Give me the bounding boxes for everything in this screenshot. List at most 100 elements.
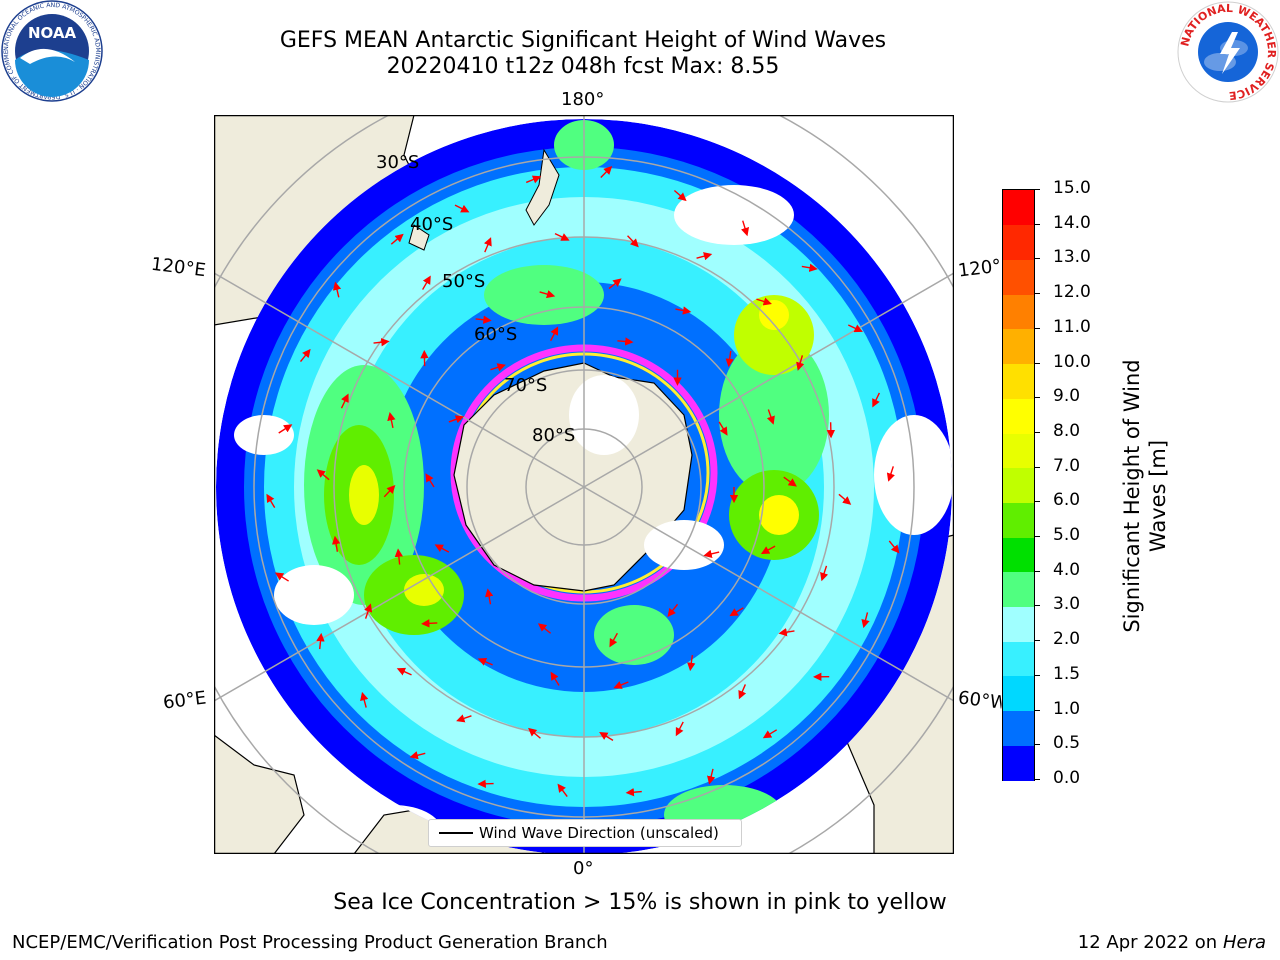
colorbar-tick-mark: [1034, 605, 1040, 607]
wave-direction-arrow: [703, 549, 720, 558]
lon-label-180: 180°: [561, 89, 605, 110]
colorbar-segment: [1003, 224, 1034, 260]
colorbar-tick-mark: [1034, 189, 1040, 190]
colorbar-segment: [1003, 363, 1034, 399]
wave-direction-arrow: [838, 493, 852, 505]
wave-direction-arrow: [422, 275, 431, 290]
colorbar-tick-label: 1.5: [1053, 663, 1081, 684]
wave-direction-arrow: [667, 603, 679, 617]
colorbar-tick-label: 13.0: [1053, 247, 1091, 268]
colorbar-tick-label: 5.0: [1053, 525, 1081, 546]
colorbar-segment: [1003, 328, 1034, 365]
colorbar-segment: [1003, 571, 1034, 608]
wave-direction-arrow: [696, 252, 713, 261]
colorbar-tick-mark: [1034, 431, 1040, 433]
wave-direction-arrow: [332, 281, 342, 298]
colorbar-tick-label: 1.0: [1053, 698, 1081, 719]
footer-branch: NCEP/EMC/Verification Post Processing Pr…: [12, 932, 608, 953]
wave-direction-arrow: [550, 326, 559, 342]
lon-label-0: 0°: [573, 858, 594, 879]
wave-direction-arrow: [316, 632, 325, 650]
colorbar-tick-mark: [1034, 362, 1040, 364]
wave-direction-arrow: [707, 768, 716, 785]
colorbar-tick-label: 9.0: [1053, 386, 1081, 407]
wave-direction-arrow: [725, 350, 734, 368]
colorbar-segment: [1003, 641, 1034, 677]
wave-direction-arrow: [625, 788, 642, 797]
wave-direction-arrow: [888, 540, 900, 554]
colorbar-segment: [1003, 190, 1034, 226]
wave-direction-arrow: [454, 204, 470, 213]
colorbar-segment: [1003, 745, 1034, 781]
wave-direction-arrow: [820, 565, 829, 582]
noaa-logo: NATIONAL OCEANIC AND ATMOSPHERIC ADMINIS…: [0, 0, 103, 102]
wave-direction-arrow: [801, 263, 818, 272]
wave-direction-arrow: [872, 392, 881, 408]
colorbar-tick-mark: [1034, 570, 1040, 572]
colorbar-tick-mark: [1034, 674, 1040, 676]
colorbar-segment: [1003, 502, 1034, 538]
colorbar-segment: [1003, 398, 1034, 434]
wave-direction-arrow: [456, 714, 472, 723]
colorbar-tick-mark: [1034, 466, 1040, 468]
wave-direction-arrow: [475, 315, 492, 324]
colorbar-tick-label: 8.0: [1053, 420, 1081, 441]
colorbar-tick-label: 2.0: [1053, 629, 1081, 650]
wave-direction-arrow: [673, 189, 687, 202]
wave-direction-arrow: [383, 485, 396, 498]
colorbar-tick-mark: [1034, 709, 1040, 711]
colorbar-tick-mark: [1034, 744, 1040, 746]
colorbar-segment: [1003, 432, 1034, 469]
colorbar-tick-label: 6.0: [1053, 490, 1081, 511]
wave-direction-arrow: [756, 297, 772, 306]
wave-direction-arrow: [600, 165, 613, 178]
lon-label-60e: 60°E: [161, 687, 208, 714]
lat-label-50s: 50°S: [442, 271, 485, 292]
colorbar-tick-mark: [1034, 536, 1040, 538]
colorbar-tick-label: 0.0: [1053, 768, 1081, 788]
wave-direction-arrow: [554, 233, 570, 241]
wave-direction-arrow: [847, 324, 863, 333]
lat-label-60s: 60°S: [474, 324, 517, 345]
wave-direction-arrow: [274, 572, 289, 582]
wave-direction-arrow: [557, 783, 568, 797]
wave-direction-arrow: [525, 175, 542, 184]
colorbar-segment: [1003, 537, 1034, 573]
map-frame: [214, 115, 954, 854]
wave-direction-arrow: [528, 727, 541, 739]
colorbar-segment: [1003, 467, 1034, 503]
colorbar-tick-label: 0.5: [1053, 733, 1081, 754]
lat-label-30s: 30°S: [376, 152, 419, 173]
colorbar-segment: [1003, 294, 1034, 330]
wave-direction-arrow: [266, 493, 276, 509]
sea-ice-footnote: Sea Ice Concentration > 15% is shown in …: [333, 890, 947, 915]
colorbar-tick-label: 10.0: [1053, 351, 1091, 372]
wave-direction-arrow: [278, 424, 293, 434]
footer-machine: Hera: [1222, 932, 1266, 953]
colorbar-label: Significant Height of Wind Waves [m]: [1120, 359, 1170, 633]
wave-direction-arrow: [483, 237, 492, 253]
wave-direction-arrow: [687, 654, 696, 672]
wave-direction-arrow: [425, 473, 435, 488]
colorbar-tick-label: 7.0: [1053, 455, 1081, 476]
wave-direction-arrow: [609, 632, 618, 648]
wave-direction-arrow: [539, 290, 556, 299]
wave-direction-arrow: [608, 278, 622, 290]
wave-direction-arrow: [599, 731, 614, 741]
wave-direction-arrow: [627, 235, 639, 248]
lat-label-40s: 40°S: [410, 214, 453, 235]
wave-direction-arrow: [617, 337, 634, 346]
colorbar-tick-mark: [1034, 779, 1040, 780]
wave-direction-arrow: [394, 548, 404, 565]
wave-direction-arrow: [613, 681, 629, 689]
colorbar-tick-mark: [1034, 501, 1040, 503]
wave-direction-arrow: [729, 607, 744, 617]
colorbar-tick-label: 15.0: [1053, 178, 1091, 198]
map-legend: Wind Wave Direction (unscaled): [428, 819, 742, 847]
wave-direction-arrow: [796, 355, 805, 371]
wave-direction-arrow: [421, 619, 438, 628]
wave-direction-arrow: [390, 233, 404, 245]
wave-direction-arrow: [490, 363, 506, 372]
colorbar-tick-mark: [1034, 397, 1040, 399]
colorbar-segment: [1003, 606, 1034, 642]
